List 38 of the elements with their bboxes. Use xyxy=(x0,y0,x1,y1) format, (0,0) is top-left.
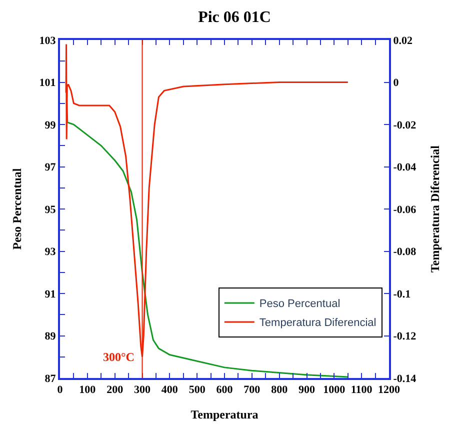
chart-title: Pic 06 01C xyxy=(198,9,271,26)
y-tick-label: 89 xyxy=(44,330,56,343)
y-tick-label: 97 xyxy=(44,162,56,174)
x-tick-label: 1200 xyxy=(378,384,400,396)
y2-tick-label: -0.08 xyxy=(393,246,417,258)
x-tick-label: 700 xyxy=(244,384,261,396)
x-tick-label: 900 xyxy=(298,384,316,396)
y2-tick-label: -0.06 xyxy=(393,204,417,216)
x-tick-label: 800 xyxy=(271,384,288,396)
y2-tick-label: 0.02 xyxy=(393,34,413,47)
x-tick-label: 100 xyxy=(79,384,96,396)
y-tick-label: 103 xyxy=(39,34,56,47)
x-tick-label: 0 xyxy=(57,384,64,396)
x-tick-label: 500 xyxy=(188,384,206,396)
y-tick-label: 93 xyxy=(44,246,56,258)
y2-tick-label: -0.02 xyxy=(393,119,417,132)
y-axis-title: Peso Percentual xyxy=(10,168,24,250)
y2-tick-label: -0.12 xyxy=(393,330,417,343)
y-tick-label: 87 xyxy=(44,372,56,385)
y-tick-label: 95 xyxy=(44,204,56,216)
y-tick-label: 101 xyxy=(39,77,56,90)
x-tick-label: 1000 xyxy=(323,384,346,396)
annotation: 300°C xyxy=(103,350,134,364)
legend-label: Temperatura Diferencial xyxy=(259,317,376,330)
x-tick-label: 200 xyxy=(106,384,124,396)
y2-tick-label: -0.1 xyxy=(393,288,411,300)
y2-tick-label: -0.04 xyxy=(393,162,417,174)
y2-tick-label: 0 xyxy=(393,77,400,90)
y2-axis-title: Temperatura Diferencial xyxy=(428,144,442,272)
x-tick-label: 300 xyxy=(134,384,151,396)
legend-label: Peso Percentual xyxy=(259,298,340,310)
y2-tick-label: -0.14 xyxy=(393,372,417,385)
x-axis-title: Temperatura xyxy=(190,408,258,422)
x-tick-label: 400 xyxy=(161,384,178,396)
y-tick-label: 91 xyxy=(44,288,56,300)
y-tick-label: 99 xyxy=(44,119,56,132)
x-tick-label: 600 xyxy=(216,384,234,396)
x-tick-label: 1100 xyxy=(350,384,373,396)
